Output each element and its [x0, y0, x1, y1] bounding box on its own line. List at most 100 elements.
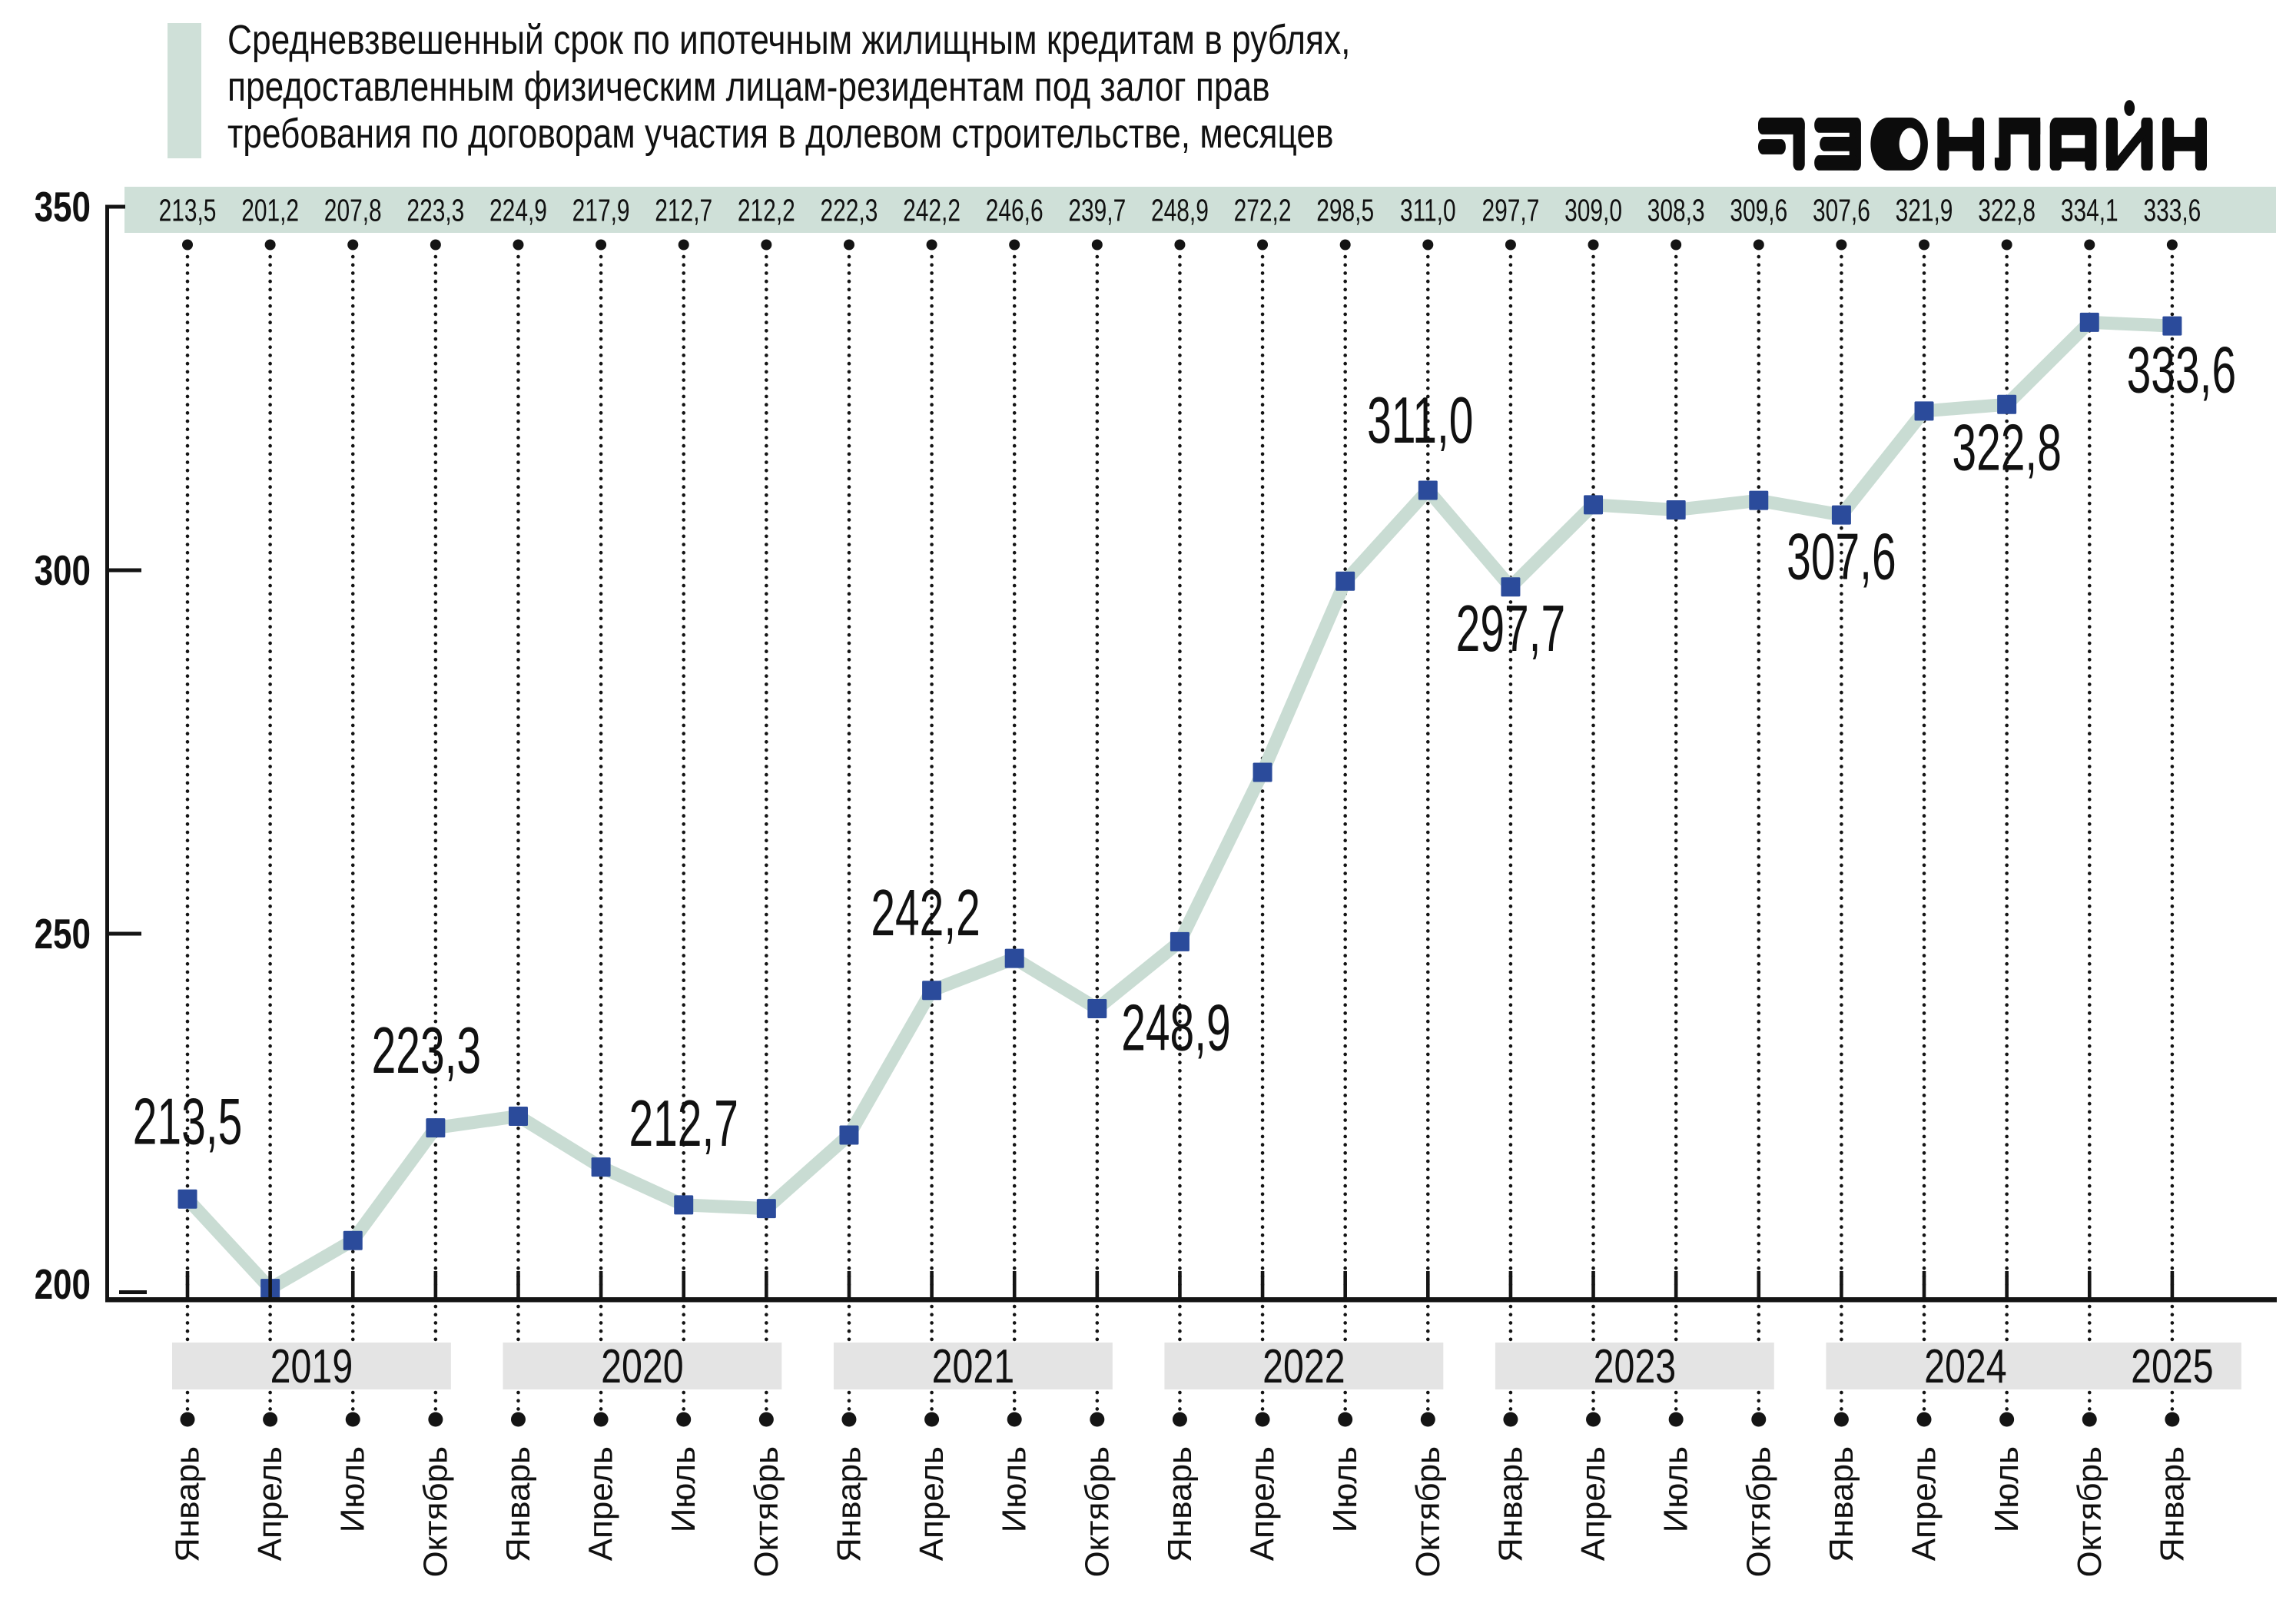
value-band-label: 212,2 [738, 193, 795, 228]
data-point-marker [839, 1125, 859, 1145]
data-point-marker [1418, 480, 1438, 500]
month-dot [1090, 1412, 1105, 1427]
month-label: Январь [2153, 1446, 2191, 1562]
x-tick [682, 1271, 686, 1297]
value-band-label: 223,3 [406, 193, 464, 228]
month-label: Апрель [251, 1446, 289, 1561]
data-point-marker [343, 1230, 363, 1250]
value-band-label: 272,2 [1234, 193, 1292, 228]
month-dot [1586, 1412, 1601, 1427]
value-band-label: 307,6 [1813, 193, 1870, 228]
data-point-marker [1335, 571, 1355, 591]
title-line-1: Средневзвешенный срок по ипотечным жилищ… [227, 17, 1351, 63]
month-dot [2165, 1412, 2180, 1427]
x-tick [1757, 1271, 1761, 1297]
band-dot [1671, 239, 1682, 251]
data-annotation: 333,6 [2127, 334, 2236, 407]
brand-logo-icon [1758, 100, 2207, 171]
band-dot [926, 239, 937, 251]
x-tick [433, 1271, 438, 1297]
data-point-marker [2162, 316, 2182, 336]
x-tick [2170, 1271, 2175, 1297]
data-point-marker [756, 1199, 776, 1219]
y-axis [105, 207, 109, 1301]
month-label: Октябрь [1409, 1446, 1447, 1578]
band-dot [2084, 239, 2095, 251]
data-point-marker [1584, 495, 1604, 515]
x-tick [1012, 1271, 1017, 1297]
x-tick [1922, 1271, 1926, 1297]
band-dot [430, 239, 441, 251]
month-dot [1668, 1412, 1684, 1427]
data-point-marker [1087, 998, 1107, 1018]
year-label: 2019 [270, 1339, 353, 1393]
band-dot [678, 239, 689, 251]
band-dot [1505, 239, 1516, 251]
band-dot [347, 239, 359, 251]
y-tick [105, 568, 141, 573]
month-label: Октябрь [1078, 1446, 1116, 1578]
band-dot [513, 239, 524, 251]
value-band-label: 297,7 [1481, 193, 1539, 228]
value-band-label: 309,6 [1730, 193, 1787, 228]
value-band-label: 321,9 [1896, 193, 1953, 228]
month-label: Июль [1657, 1446, 1695, 1532]
data-point-marker [1749, 490, 1769, 510]
data-annotation: 322,8 [1952, 412, 2061, 484]
month-label: Январь [1161, 1446, 1199, 1562]
y-axis-label: 250 [35, 910, 91, 958]
x-tick [350, 1271, 355, 1297]
value-band-label: 242,2 [903, 193, 961, 228]
data-point-marker [1914, 401, 1934, 421]
month-dot [676, 1412, 692, 1427]
band-dot [2001, 239, 2012, 251]
title-accent-bar [168, 23, 201, 158]
month-label: Октябрь [416, 1446, 454, 1578]
month-label: Апрель [1906, 1446, 1943, 1561]
band-dot [264, 239, 276, 251]
month-dot [758, 1412, 774, 1427]
value-band-label: 213,5 [159, 193, 217, 228]
value-band-label: 298,5 [1316, 193, 1374, 228]
month-label: Январь [830, 1446, 868, 1562]
data-annotation: 248,9 [1121, 992, 1230, 1064]
year-band [503, 1343, 782, 1389]
y-axis-label: 200 [35, 1260, 91, 1308]
band-dot [1091, 239, 1103, 251]
month-label: Июль [334, 1446, 372, 1532]
year-band [1826, 1343, 2105, 1389]
x-tick [1095, 1271, 1100, 1297]
year-label: 2020 [601, 1339, 684, 1393]
value-band-label: 334,1 [2061, 193, 2118, 228]
x-tick [516, 1271, 520, 1297]
y-axis-label: 350 [35, 183, 91, 231]
y-tick [105, 931, 141, 936]
month-dot [1338, 1412, 1353, 1427]
x-tick [765, 1271, 768, 1297]
month-label: Октябрь [1740, 1446, 1777, 1578]
data-point-marker [426, 1118, 446, 1138]
brand-logo: 73ОНЛАЙН [1758, 98, 2207, 175]
month-label: Апрель [1574, 1446, 1612, 1561]
month-label: Июль [1988, 1446, 2026, 1532]
data-point-marker [922, 981, 942, 1001]
year-band [172, 1343, 451, 1389]
data-point-marker [1004, 948, 1024, 968]
year-label: 2022 [1262, 1339, 1345, 1393]
band-dot [1919, 239, 1930, 251]
month-dot [593, 1412, 609, 1427]
month-dot [1007, 1412, 1022, 1427]
year-band [1495, 1343, 1774, 1389]
title-line-3: требования по договорам участия в долево… [227, 111, 1334, 157]
x-tick [1178, 1271, 1182, 1297]
month-label: Апрель [582, 1446, 620, 1561]
band-dot [1339, 239, 1351, 251]
month-label: Январь [169, 1446, 207, 1562]
month-label: Январь [1491, 1446, 1529, 1562]
band-dot [1588, 239, 1599, 251]
x-tick [1260, 1271, 1265, 1297]
data-point-marker [674, 1195, 694, 1215]
month-dot [1503, 1412, 1518, 1427]
month-dot [1916, 1412, 1932, 1427]
month-dot [345, 1412, 360, 1427]
